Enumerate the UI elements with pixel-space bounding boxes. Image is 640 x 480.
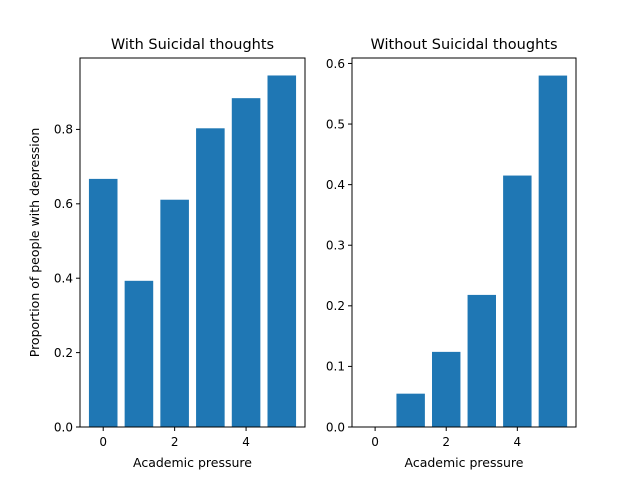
bar-4 [231, 98, 261, 428]
x-tick-label: 0 [99, 435, 107, 449]
axes-frame [79, 57, 306, 428]
x-tick-label: 4 [514, 435, 522, 449]
bar-5 [538, 75, 568, 427]
bar-3 [196, 128, 225, 428]
y-tick-label: 0.6 [326, 57, 345, 71]
y-axis-label: Proportion of people with depression [27, 128, 42, 358]
axes-frame [351, 57, 577, 428]
bar-2 [160, 199, 189, 427]
y-tick-label: 0.2 [326, 299, 345, 313]
x-axis-label: Academic pressure [133, 455, 252, 470]
x-tick-label: 2 [442, 435, 450, 449]
x-axis-label: Academic pressure [405, 455, 524, 470]
y-tick-label: 0.4 [326, 178, 345, 192]
bar-2 [432, 351, 461, 427]
bar-4 [503, 175, 532, 427]
x-tick-label: 2 [171, 435, 179, 449]
x-tick-label: 4 [242, 435, 250, 449]
y-tick-label: 0.3 [326, 239, 345, 253]
bar-1 [124, 280, 154, 427]
y-tick-label: 0.8 [54, 123, 73, 137]
left-subplot: 0 2 4 0.0 0.2 0.4 0.6 0.8 With Suicidal thoughts… [27, 37, 306, 470]
y-tick-label: 0.0 [326, 420, 345, 434]
x-tick-label: 0 [371, 435, 379, 449]
y-tick-label: 0.0 [54, 420, 73, 434]
bar-3 [467, 294, 496, 427]
bar-0 [88, 178, 118, 427]
right-subplot: 0 2 4 0.0 0.1 0.2 0.3 0.4 0.5 0.6 Without Suicidal… [326, 37, 577, 470]
chart-title: Without Suicidal thoughts [371, 37, 558, 53]
y-tick-label: 0.1 [326, 360, 345, 374]
bar-5 [267, 75, 297, 427]
bar-1 [396, 393, 425, 427]
y-tick-label: 0.5 [326, 117, 345, 131]
y-tick-label: 0.6 [54, 197, 73, 211]
y-tick-label: 0.2 [54, 346, 73, 360]
y-tick-label: 0.4 [54, 272, 73, 286]
chart-title: With Suicidal thoughts [111, 37, 274, 53]
